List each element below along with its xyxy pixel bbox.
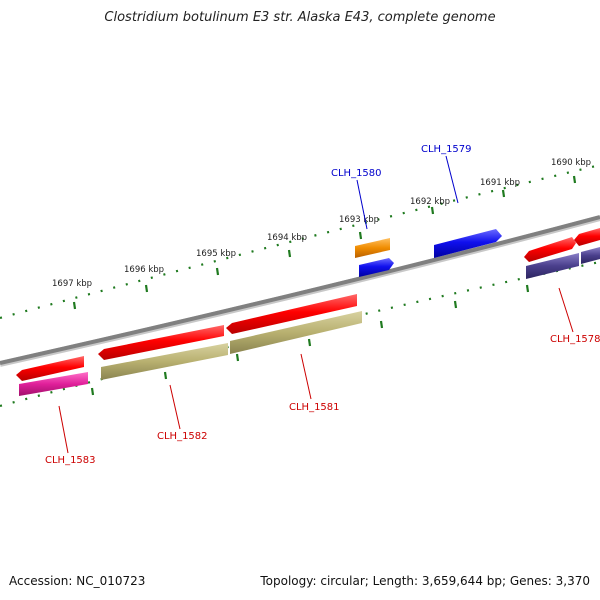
scale-label: 1694 kbp	[267, 233, 307, 243]
scale-label: 1692 kbp	[410, 197, 450, 207]
cds-forward-arrow	[359, 258, 394, 277]
genome-backbone	[0, 215, 600, 365]
gene-label-clh-1582: CLH_1582	[157, 431, 208, 442]
gene-label-clh-1581: CLH_1581	[289, 402, 340, 413]
cog-bar	[230, 311, 362, 354]
cds-reverse-arrow	[98, 325, 224, 360]
gene-clh-1582[interactable]	[98, 325, 228, 380]
cog-bar	[101, 343, 228, 380]
cog-bar	[355, 238, 390, 258]
label-leader-lines	[58, 155, 574, 454]
scale-label: 1693 kbp	[339, 215, 379, 225]
cds-reverse-arrow	[16, 356, 84, 381]
cog-bar	[526, 253, 579, 279]
scale-labels: 1690 kbp 1691 kbp 1692 kbp 1693 kbp 1694…	[52, 158, 591, 289]
gene-clh-1578[interactable]	[524, 228, 600, 279]
gene-label-clh-1578: CLH_1578	[550, 334, 600, 345]
gene-clh-1580[interactable]	[355, 238, 394, 277]
major-ticks-lower	[90, 284, 530, 396]
cds-forward-arrow	[434, 229, 502, 258]
gene-clh-1579[interactable]	[434, 229, 502, 258]
gene-label-clh-1580: CLH_1580	[331, 168, 382, 179]
gene-label-clh-1579: CLH_1579	[421, 144, 472, 155]
gene-label-clh-1583: CLH_1583	[45, 455, 96, 466]
gene-clh-1581[interactable]	[226, 294, 362, 354]
inner-tick-ring	[0, 260, 600, 408]
scale-label: 1696 kbp	[124, 265, 164, 275]
scale-label: 1690 kbp	[551, 158, 591, 168]
outer-tick-ring	[0, 163, 600, 320]
cds-reverse-arrow	[226, 294, 357, 334]
genome-stats-label: Topology: circular; Length: 3,659,644 bp…	[260, 574, 590, 588]
accession-label: Accession: NC_010723	[9, 574, 146, 588]
scale-label: 1691 kbp	[480, 178, 520, 188]
cog-bar	[581, 247, 600, 264]
cds-reverse-arrow	[524, 237, 576, 262]
map-title: Clostridium botulinum E3 str. Alaska E43…	[104, 10, 496, 25]
scale-label: 1697 kbp	[52, 279, 92, 289]
gene-clh-1583[interactable]	[16, 356, 88, 396]
major-ticks-upper	[72, 175, 577, 310]
cds-reverse-arrow	[574, 228, 600, 246]
cog-bar	[19, 372, 88, 396]
gene-labels: CLH_1583 CLH_1582 CLH_1581 CLH_1580 CLH_…	[45, 144, 600, 466]
scale-label: 1695 kbp	[196, 249, 236, 259]
